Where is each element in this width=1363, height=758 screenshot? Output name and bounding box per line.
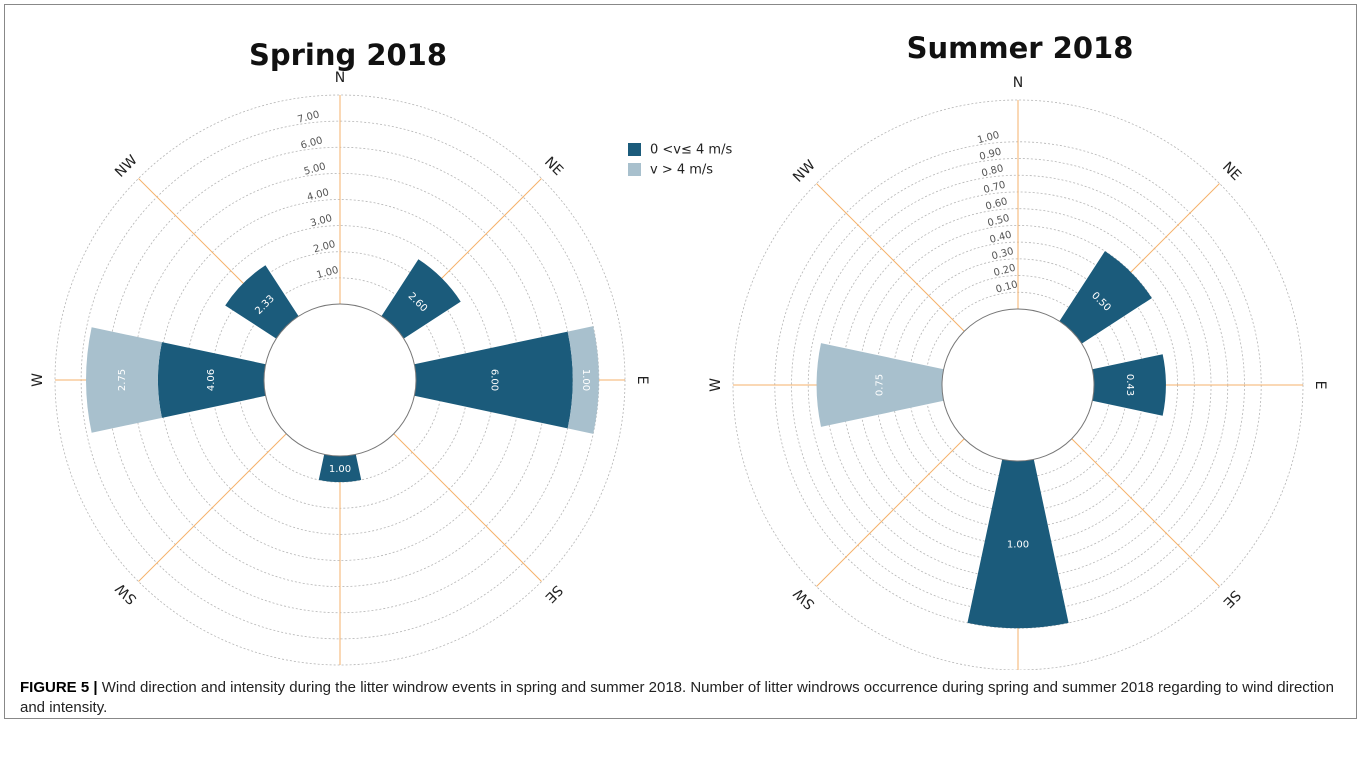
bar-segment (414, 331, 573, 429)
bar-segment (381, 259, 461, 339)
bar-segment (1059, 251, 1152, 344)
r-tick-label: 1.00 (316, 265, 340, 281)
direction-label: W (30, 373, 46, 387)
value-label: 1.00 (580, 369, 591, 391)
spoke (1071, 438, 1220, 587)
spoke (138, 433, 287, 582)
r-tick-label: 0.80 (980, 163, 1004, 179)
spoke (816, 438, 965, 587)
bar-segment (86, 327, 162, 433)
r-tick-label: 0.30 (991, 246, 1015, 262)
r-tick-label: 7.00 (296, 109, 320, 125)
spoke (393, 433, 542, 582)
value-label: 1.00 (329, 464, 351, 475)
center-hole (941, 308, 1095, 462)
value-label: 0.75 (874, 374, 885, 396)
figure-frame (4, 4, 1357, 719)
direction-label: E (634, 376, 650, 385)
value-label: 0.43 (1124, 374, 1135, 396)
bar-segment (225, 265, 299, 339)
center-hole (263, 303, 417, 457)
direction-label: NE (1219, 159, 1244, 184)
direction-label: N (335, 70, 345, 86)
bar-segment (967, 459, 1069, 629)
direction-label: N (1013, 75, 1023, 91)
direction-label: E (1312, 381, 1328, 390)
r-tick-label: 1.00 (976, 130, 1000, 146)
caption: FIGURE 5 | Wind direction and intensity … (20, 678, 1340, 718)
caption-text: Wind direction and intensity during the … (20, 679, 1334, 716)
r-tick-label: 0.90 (978, 146, 1002, 162)
spoke (816, 183, 965, 332)
direction-label: SW (113, 580, 140, 607)
direction-label: SE (542, 582, 566, 606)
caption-label: FIGURE 5 | (20, 679, 98, 696)
chart-title: Summer 2018 (907, 31, 1134, 65)
direction-label: SE (1220, 587, 1244, 611)
legend-swatch (628, 163, 641, 176)
legend-swatch (628, 143, 641, 156)
r-tick-label: 6.00 (300, 135, 324, 151)
direction-label: SW (791, 585, 818, 612)
bar-segment (157, 342, 266, 418)
direction-label: NW (112, 152, 141, 181)
direction-label: W (708, 378, 724, 392)
chart-title: Spring 2018 (249, 38, 447, 72)
bar-segment (1092, 354, 1166, 416)
bar-segment (567, 326, 599, 434)
legend-label: 0 <v≤ 4 m/s (650, 143, 732, 158)
value-label: 2.75 (117, 369, 128, 391)
r-tick-label: 0.40 (989, 229, 1013, 245)
bar-segment (816, 343, 944, 427)
value-label: 1.00 (1007, 540, 1029, 551)
value-label: 6.00 (488, 369, 499, 391)
direction-label: NE (541, 154, 566, 179)
value-label: 4.06 (206, 369, 217, 391)
figure: Spring 2018NNEESESSWWNW2.606.001.004.062… (30, 31, 1328, 670)
legend-label: v > 4 m/s (650, 163, 713, 178)
bar-segment (318, 454, 362, 483)
direction-label: NW (790, 157, 819, 186)
